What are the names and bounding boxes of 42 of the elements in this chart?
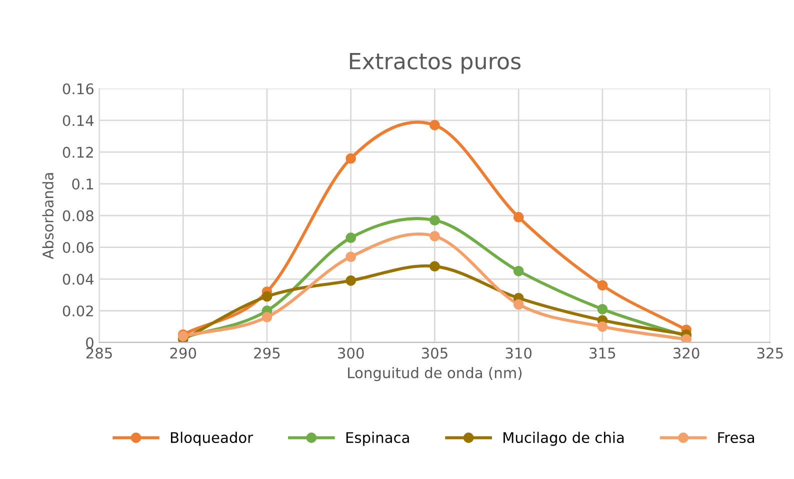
point (597, 321, 608, 332)
legend-label: Mucilago de chia (504, 432, 624, 446)
x-axis-title: Longuitud de onda (nm) (348, 367, 522, 382)
point (430, 261, 440, 272)
y-tick-label: 0.12 (62, 146, 93, 158)
point (262, 291, 272, 302)
legend-label: Bloqueador (170, 432, 254, 446)
point (513, 266, 524, 276)
point (430, 230, 440, 242)
x-tick-label: 315 (590, 348, 616, 359)
point (513, 299, 524, 310)
point (681, 334, 692, 342)
point (346, 275, 356, 286)
chart-title: Extractos puros (350, 52, 521, 74)
y-tick-label: 0.02 (62, 305, 93, 316)
y-tick-label: 0 (86, 337, 94, 348)
point (430, 120, 440, 130)
point (597, 280, 608, 291)
y-tick-label: 0.16 (62, 83, 94, 94)
y-tick-label: 0.1 (72, 178, 94, 190)
y-tick-label: 0.14 (62, 115, 94, 126)
point (346, 252, 356, 262)
point (430, 215, 440, 226)
x-tick-label: 295 (254, 348, 280, 359)
x-tick-label: 290 (170, 348, 196, 359)
y-tick-label: 0.08 (62, 210, 94, 222)
legend-label: Espinaca (346, 432, 409, 446)
x-tick-label: 305 (422, 348, 448, 359)
x-tick-label: 325 (757, 348, 783, 359)
point (597, 304, 608, 314)
x-tick-label: 320 (674, 348, 700, 359)
x-tick-label: 300 (338, 348, 364, 359)
y-axis-title: Absorbanda (42, 173, 54, 260)
x-tick-label: 310 (506, 348, 532, 359)
point (513, 212, 524, 222)
point (262, 312, 272, 322)
y-tick-label: 0.06 (62, 242, 94, 254)
point (346, 232, 356, 243)
legend-label: Fresa (718, 432, 754, 444)
point (346, 153, 356, 164)
x-tick-label: 285 (86, 348, 112, 359)
y-tick-label: 0.04 (62, 274, 94, 285)
